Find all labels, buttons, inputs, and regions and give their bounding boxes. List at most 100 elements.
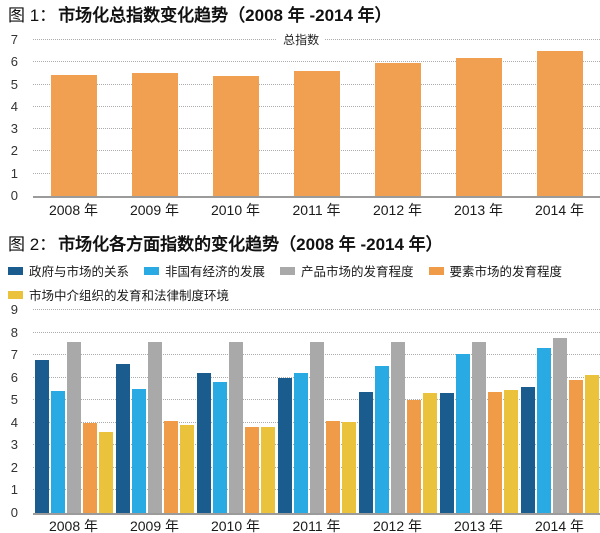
x-tick-label-2011 年: 2011 年 — [292, 518, 341, 533]
chart2-x-axis-line — [33, 513, 600, 515]
bar-2008 年-非国有经济的发展 — [50, 391, 65, 513]
bar-2011 年-产品市场的发育程度 — [309, 341, 324, 513]
bar-slot-2010 年 — [195, 40, 276, 196]
legend-label: 产品市场的发育程度 — [301, 265, 414, 279]
figure2-label: 图 2： — [8, 235, 57, 254]
legend-item-产品市场的发育程度: 产品市场的发育程度 — [280, 261, 414, 280]
bar-2009 年-产品市场的发育程度 — [147, 341, 162, 513]
bar-slot-2013 年 — [438, 40, 519, 196]
bar-group-2014 年 — [520, 310, 599, 513]
x-tick-label-2014 年: 2014 年 — [534, 518, 585, 533]
y-tick-label-7: 7 — [10, 32, 18, 47]
figure1-title-text: 市场化总指数变化趋势（2008 年 -2014 年） — [58, 6, 392, 25]
bar-slot-2008 年 — [33, 310, 114, 513]
bar-group-2012 年 — [358, 310, 437, 513]
y-tick-label-3: 3 — [10, 437, 18, 453]
bar-2011 年-市场中介组织的发育和法律制度环境 — [341, 421, 356, 513]
x-tick-label-2008 年: 2008 年 — [48, 202, 99, 218]
legend-row-2: 市场中介组织的发育和法律制度环境 — [8, 285, 592, 304]
chart2-y-axis: 0 1 2 3 4 5 6 7 8 9 — [0, 303, 26, 520]
chart1-bars — [33, 40, 600, 196]
figure1-label: 图 1： — [8, 6, 57, 25]
legend-swatch-icon — [8, 290, 23, 299]
y-tick-label-1: 1 — [10, 165, 18, 181]
figure2-title-text: 市场化各方面指数的变化趋势（2008 年 -2014 年） — [58, 235, 443, 254]
legend-item-市场中介组织的发育和法律制度环境: 市场中介组织的发育和法律制度环境 — [8, 285, 229, 304]
legend-label: 市场中介组织的发育和法律制度环境 — [29, 289, 230, 303]
bar-2008 年-市场中介组织的发育和法律制度环境 — [98, 431, 113, 513]
bar-2009 年-政府与市场的关系 — [115, 364, 130, 513]
bar-slot-2012 年 — [357, 310, 438, 513]
chart2-x-axis-labels: 2008 年 2009 年 2010 年 2011 年 2012 年 2013 年 2014… — [33, 516, 600, 533]
bar-2008 年 — [50, 74, 97, 196]
bar-2014 年-产品市场的发育程度 — [552, 338, 567, 513]
y-tick-label-4: 4 — [10, 98, 18, 114]
bar-2008 年-政府与市场的关系 — [34, 359, 49, 513]
bar-slot-2008 年 — [33, 40, 114, 196]
bar-2009 年-要素市场的发育程度 — [163, 420, 178, 513]
y-tick-label-9: 9 — [10, 302, 18, 317]
x-tick-label-2012 年: 2012 年 — [372, 518, 423, 533]
bar-2011 年 — [293, 71, 340, 196]
bar-2013 年-非国有经济的发展 — [455, 353, 470, 513]
x-tick-label-2009 年: 2009 年 — [129, 202, 180, 218]
bar-2014 年-政府与市场的关系 — [520, 386, 535, 513]
chart2-bars — [33, 310, 600, 513]
bar-slot-2014 年 — [519, 310, 600, 513]
legend-item-非国有经济的发展: 非国有经济的发展 — [144, 261, 265, 280]
bar-2010 年-政府与市场的关系 — [196, 373, 211, 513]
bar-2012 年-政府与市场的关系 — [358, 392, 373, 513]
x-tick-label-2012 年: 2012 年 — [372, 202, 423, 218]
x-tick-label-2013 年: 2013 年 — [453, 518, 504, 533]
legend-item-政府与市场的关系: 政府与市场的关系 — [8, 261, 129, 280]
figure2-title: 图 2： 市场化各方面指数的变化趋势（2008 年 -2014 年） — [8, 234, 443, 256]
bar-2012 年-要素市场的发育程度 — [406, 400, 421, 513]
bar-slot-2012 年 — [357, 40, 438, 196]
legend-swatch-icon — [428, 266, 444, 275]
bar-2012 年 — [374, 63, 421, 196]
x-tick-label-2010 年: 2010 年 — [210, 518, 261, 533]
x-tick-label-2010 年: 2010 年 — [210, 202, 261, 218]
bar-slot-2013 年 — [438, 310, 519, 513]
bar-2008 年-要素市场的发育程度 — [82, 422, 97, 513]
bar-slot-2010 年 — [195, 310, 276, 513]
bar-group-2009 年 — [115, 310, 194, 513]
chart1-plot-area: 总指数 — [33, 33, 600, 198]
x-tick-label-2009 年: 2009 年 — [129, 518, 180, 533]
legend-item-要素市场的发育程度: 要素市场的发育程度 — [428, 261, 563, 280]
bar-2014 年 — [536, 51, 583, 196]
bar-2011 年-要素市场的发育程度 — [325, 420, 340, 513]
y-tick-label-6: 6 — [10, 54, 18, 70]
bar-2013 年-政府与市场的关系 — [439, 393, 454, 513]
gridline-8 — [33, 331, 600, 333]
bar-2010 年 — [212, 75, 259, 196]
bar-2014 年-市场中介组织的发育和法律制度环境 — [584, 375, 599, 513]
gridline-9 — [33, 309, 600, 310]
legend-label: 要素市场的发育程度 — [449, 265, 563, 279]
y-tick-label-5: 5 — [10, 76, 18, 92]
y-tick-label-5: 5 — [10, 392, 18, 408]
bar-2010 年-产品市场的发育程度 — [228, 341, 243, 513]
x-tick-label-2011 年: 2011 年 — [292, 202, 341, 218]
bar-2011 年-非国有经济的发展 — [293, 373, 308, 513]
bar-group-2013 年 — [439, 310, 518, 513]
y-tick-label-8: 8 — [10, 324, 18, 340]
y-tick-label-7: 7 — [10, 347, 18, 363]
bar-2010 年-要素市场的发育程度 — [244, 427, 259, 513]
chart1-y-axis: 0 1 2 3 4 5 6 7 — [0, 33, 26, 203]
bar-2009 年-市场中介组织的发育和法律制度环境 — [179, 425, 194, 513]
figure1-title: 图 1： 市场化总指数变化趋势（2008 年 -2014 年） — [8, 5, 392, 27]
bar-slot-2009 年 — [114, 40, 195, 196]
bar-slot-2011 年 — [276, 310, 357, 513]
x-tick-label-2013 年: 2013 年 — [453, 202, 504, 218]
bar-2013 年-要素市场的发育程度 — [487, 392, 502, 513]
chart2-legend: 政府与市场的关系 非国有经济的发展 产品市场的发育程度 要素市场的发育程度市场中介组织… — [8, 261, 592, 309]
chart2-plot-area — [33, 309, 600, 515]
bar-2013 年-产品市场的发育程度 — [471, 341, 486, 513]
bar-2014 年-要素市场的发育程度 — [568, 379, 583, 513]
y-tick-label-6: 6 — [10, 369, 18, 385]
chart1-x-axis-labels: 2008 年 2009 年 2010 年 2011 年 2012 年 2013 年 2014… — [33, 200, 600, 220]
y-tick-label-1: 1 — [10, 482, 18, 498]
bar-group-2010 年 — [196, 310, 275, 513]
